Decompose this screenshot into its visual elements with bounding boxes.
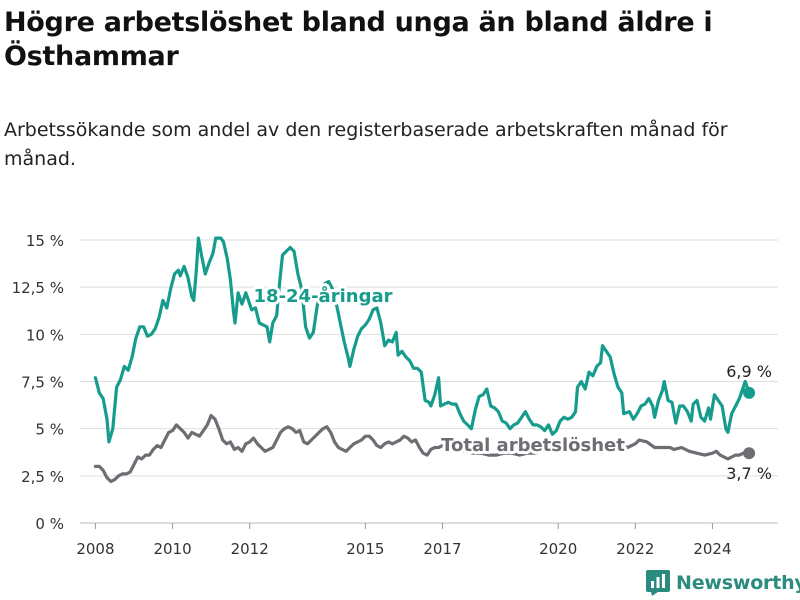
x-tick-label: 2012 [231, 540, 269, 558]
y-tick-label: 2,5 % [21, 468, 64, 486]
series-end-point-youth [743, 386, 756, 399]
chart-subtitle: Arbetssökande som andel av den registerb… [4, 119, 728, 170]
x-tick-label: 2020 [539, 540, 577, 558]
series-end-point-total [743, 447, 756, 460]
newsworthy-logo: Newsworthy [646, 568, 800, 598]
grid-lines [80, 239, 778, 524]
end-value-label-youth: 6,9 % [726, 362, 772, 381]
series-label-youth: 18-24-åringar [254, 285, 393, 307]
x-tick-label: 2008 [76, 540, 114, 558]
y-tick-label: 12,5 % [12, 279, 64, 297]
series-label-youth-halo: 18-24-åringar [254, 285, 393, 307]
x-tick-label: 2010 [153, 540, 191, 558]
series-line-total [93, 413, 751, 484]
series-line-youth [93, 236, 751, 444]
series-label-total: Total arbetslöshet [441, 435, 625, 456]
newsworthy-logo-text: Newsworthy [676, 572, 800, 594]
axes: 0 % 2,5 % 5 % 7,5 % 10 % 12,5 % 15 % 2008 2010 20… [12, 232, 732, 558]
chart-title: Högre arbetslöshet bland unga än bland ä… [4, 7, 713, 72]
y-tick-label: 5 % [35, 421, 64, 439]
newsworthy-logo-icon [646, 570, 670, 596]
x-tick-label: 2022 [616, 540, 654, 558]
y-tick-label: 15 % [26, 232, 64, 250]
end-value-label-total: 3,7 % [726, 464, 772, 483]
y-tick-label: 7,5 % [21, 374, 64, 392]
y-tick-label: 0 % [35, 515, 64, 533]
x-tick-label: 2015 [346, 540, 384, 558]
y-tick-label: 10 % [26, 326, 64, 344]
x-tick-label: 2024 [693, 540, 731, 558]
x-tick-label: 2017 [423, 540, 461, 558]
series-label-total-halo: Total arbetslöshet [441, 435, 625, 456]
series-lines [93, 236, 756, 484]
